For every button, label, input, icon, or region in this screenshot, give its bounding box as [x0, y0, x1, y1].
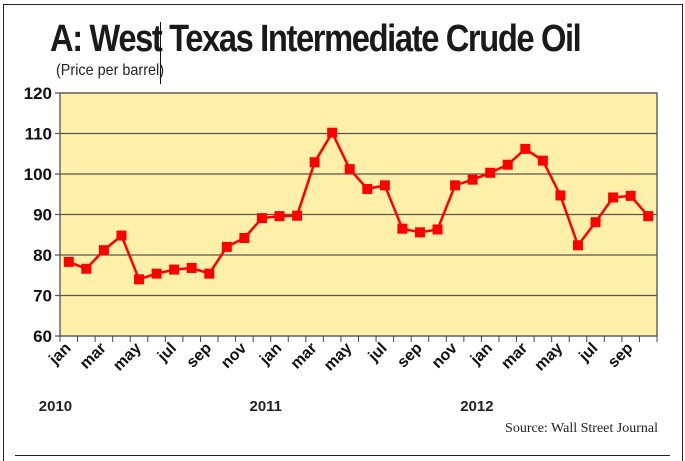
data-point-marker	[98, 245, 109, 256]
data-point-marker	[608, 192, 619, 203]
data-point-marker	[169, 264, 180, 275]
y-tick-label: 90	[33, 206, 52, 225]
data-point-marker	[239, 232, 250, 243]
data-point-marker	[327, 127, 338, 138]
data-point-marker	[414, 227, 425, 238]
year-label: 2011	[249, 398, 282, 415]
data-point-marker	[362, 183, 373, 194]
data-point-marker	[520, 143, 531, 154]
y-tick-label: 60	[33, 327, 52, 346]
y-tick-label: 70	[33, 287, 52, 306]
data-point-marker	[204, 268, 215, 279]
x-tick-label: jan	[256, 340, 285, 369]
frame-top-border	[3, 4, 683, 5]
x-tick-label: nov	[218, 340, 250, 372]
frame-right-border	[682, 4, 683, 461]
data-point-marker	[274, 211, 285, 222]
data-point-marker	[344, 164, 355, 175]
data-point-marker	[485, 167, 496, 178]
bottom-rule	[15, 455, 670, 456]
x-tick-label: mar	[77, 340, 110, 373]
year-label: 2012	[460, 398, 493, 415]
x-tick-label: may	[532, 340, 567, 375]
chart-subtitle: (Price per barrel)	[56, 62, 165, 79]
x-tick-label: jul	[365, 340, 391, 366]
x-tick-label: mar	[498, 340, 531, 373]
y-tick-label: 80	[33, 246, 52, 265]
data-point-marker	[116, 230, 127, 241]
data-point-marker	[397, 223, 408, 234]
y-tick-label: 120	[24, 84, 52, 103]
x-tick-label: jul	[575, 340, 601, 366]
data-point-marker	[555, 190, 566, 201]
data-point-marker	[643, 211, 654, 222]
data-point-marker	[81, 263, 92, 274]
data-point-marker	[256, 213, 267, 224]
data-point-marker	[379, 180, 390, 191]
source-note: Source: Wall Street Journal	[505, 421, 658, 436]
data-point-marker	[186, 262, 197, 273]
text-cursor	[160, 22, 161, 84]
data-point-marker	[537, 155, 548, 166]
data-point-marker	[502, 159, 513, 170]
data-point-marker	[292, 210, 303, 221]
data-point-marker	[432, 224, 443, 235]
x-tick-label: nov	[429, 340, 461, 372]
data-point-marker	[590, 217, 601, 228]
data-point-marker	[151, 268, 162, 279]
x-tick-label: may	[110, 340, 145, 375]
data-point-marker	[625, 190, 636, 201]
x-tick-label: sep	[394, 340, 426, 372]
data-point-marker	[572, 240, 583, 251]
year-label: 2010	[39, 398, 72, 415]
data-point-marker	[467, 174, 478, 185]
chart-title: A: West Texas Intermediate Crude Oil	[50, 18, 582, 60]
x-tick-label: may	[321, 340, 356, 375]
x-tick-label: mar	[288, 340, 321, 373]
data-point-marker	[309, 157, 320, 168]
y-tick-label: 110	[25, 125, 52, 144]
x-tick-label: jul	[154, 340, 180, 366]
data-point-marker	[134, 274, 145, 285]
data-point-marker	[221, 241, 232, 252]
x-tick-label: jan	[467, 340, 496, 369]
x-tick-label: sep	[184, 340, 216, 372]
y-tick-label: 100	[24, 165, 52, 184]
data-point-marker	[450, 180, 461, 191]
x-tick-label: sep	[605, 340, 637, 372]
price-line	[68, 131, 650, 281]
data-point-marker	[63, 256, 74, 267]
frame-left-border	[3, 4, 4, 461]
